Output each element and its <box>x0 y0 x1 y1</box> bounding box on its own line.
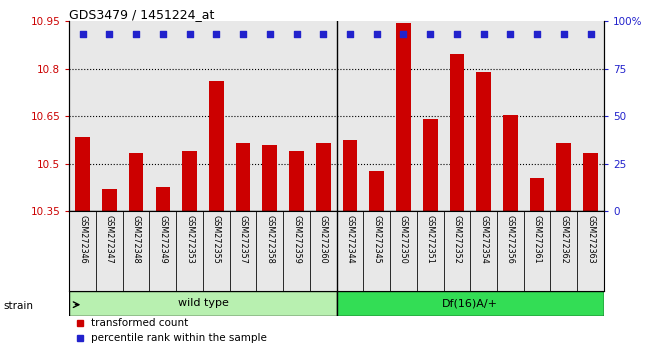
Text: GSM272344: GSM272344 <box>345 215 354 264</box>
Point <box>345 31 355 36</box>
Text: GSM272348: GSM272348 <box>131 215 141 264</box>
Bar <box>209 81 224 211</box>
Bar <box>390 211 417 291</box>
Bar <box>123 211 149 291</box>
Bar <box>182 151 197 211</box>
Point <box>318 31 329 36</box>
Point <box>372 31 382 36</box>
Point <box>532 31 543 36</box>
Point <box>77 31 88 36</box>
Text: GSM272361: GSM272361 <box>533 215 542 264</box>
Bar <box>449 55 464 211</box>
Text: transformed count: transformed count <box>90 318 188 328</box>
Bar <box>316 143 331 211</box>
Bar <box>69 291 337 316</box>
Text: GSM272359: GSM272359 <box>292 215 301 264</box>
Bar <box>343 140 357 211</box>
Bar <box>69 211 96 291</box>
Text: percentile rank within the sample: percentile rank within the sample <box>90 333 267 343</box>
Bar <box>156 187 170 211</box>
Bar <box>583 153 598 211</box>
Point <box>238 31 248 36</box>
Bar <box>230 211 256 291</box>
Text: GDS3479 / 1451224_at: GDS3479 / 1451224_at <box>69 8 214 21</box>
Bar <box>176 211 203 291</box>
Point <box>398 31 409 36</box>
Text: GSM272363: GSM272363 <box>586 215 595 264</box>
Text: GSM272357: GSM272357 <box>238 215 248 264</box>
Bar <box>236 143 250 211</box>
Bar <box>364 211 390 291</box>
Bar <box>283 211 310 291</box>
Bar <box>263 144 277 211</box>
Bar <box>423 119 438 211</box>
Bar <box>444 211 471 291</box>
Text: GSM272360: GSM272360 <box>319 215 328 264</box>
Bar <box>503 115 517 211</box>
Bar <box>470 211 497 291</box>
Text: GSM272353: GSM272353 <box>185 215 194 264</box>
Bar <box>149 211 176 291</box>
Text: GSM272354: GSM272354 <box>479 215 488 264</box>
Bar <box>417 211 444 291</box>
Point <box>184 31 195 36</box>
Text: GSM272346: GSM272346 <box>78 215 87 264</box>
Bar <box>203 211 230 291</box>
Text: GSM272349: GSM272349 <box>158 215 168 264</box>
Point <box>265 31 275 36</box>
Point <box>425 31 436 36</box>
Point <box>585 31 596 36</box>
Bar <box>337 291 604 316</box>
Point <box>478 31 489 36</box>
Bar <box>370 171 384 211</box>
Bar <box>550 211 577 291</box>
Bar <box>256 211 283 291</box>
Text: GSM272355: GSM272355 <box>212 215 221 264</box>
Text: wild type: wild type <box>178 298 228 308</box>
Text: Df(16)A/+: Df(16)A/+ <box>442 298 498 308</box>
Bar <box>524 211 550 291</box>
Point <box>131 31 141 36</box>
Bar <box>396 23 411 211</box>
Text: GSM272358: GSM272358 <box>265 215 275 264</box>
Bar <box>289 151 304 211</box>
Point <box>211 31 222 36</box>
Bar <box>337 211 364 291</box>
Bar <box>129 153 143 211</box>
Bar <box>477 72 491 211</box>
Text: GSM272352: GSM272352 <box>452 215 461 264</box>
Text: strain: strain <box>3 301 33 311</box>
Point <box>451 31 462 36</box>
Point <box>291 31 302 36</box>
Bar <box>310 211 337 291</box>
Point <box>158 31 168 36</box>
Bar <box>102 189 117 211</box>
Bar <box>75 137 90 211</box>
Bar <box>497 211 524 291</box>
Text: GSM272356: GSM272356 <box>506 215 515 264</box>
Bar <box>530 178 544 211</box>
Point <box>505 31 515 36</box>
Bar <box>96 211 123 291</box>
Point <box>104 31 115 36</box>
Text: GSM272347: GSM272347 <box>105 215 114 264</box>
Text: GSM272345: GSM272345 <box>372 215 381 264</box>
Point <box>558 31 569 36</box>
Bar <box>556 143 571 211</box>
Text: GSM272351: GSM272351 <box>426 215 435 264</box>
Bar <box>577 211 604 291</box>
Text: GSM272350: GSM272350 <box>399 215 408 264</box>
Text: GSM272362: GSM272362 <box>559 215 568 264</box>
